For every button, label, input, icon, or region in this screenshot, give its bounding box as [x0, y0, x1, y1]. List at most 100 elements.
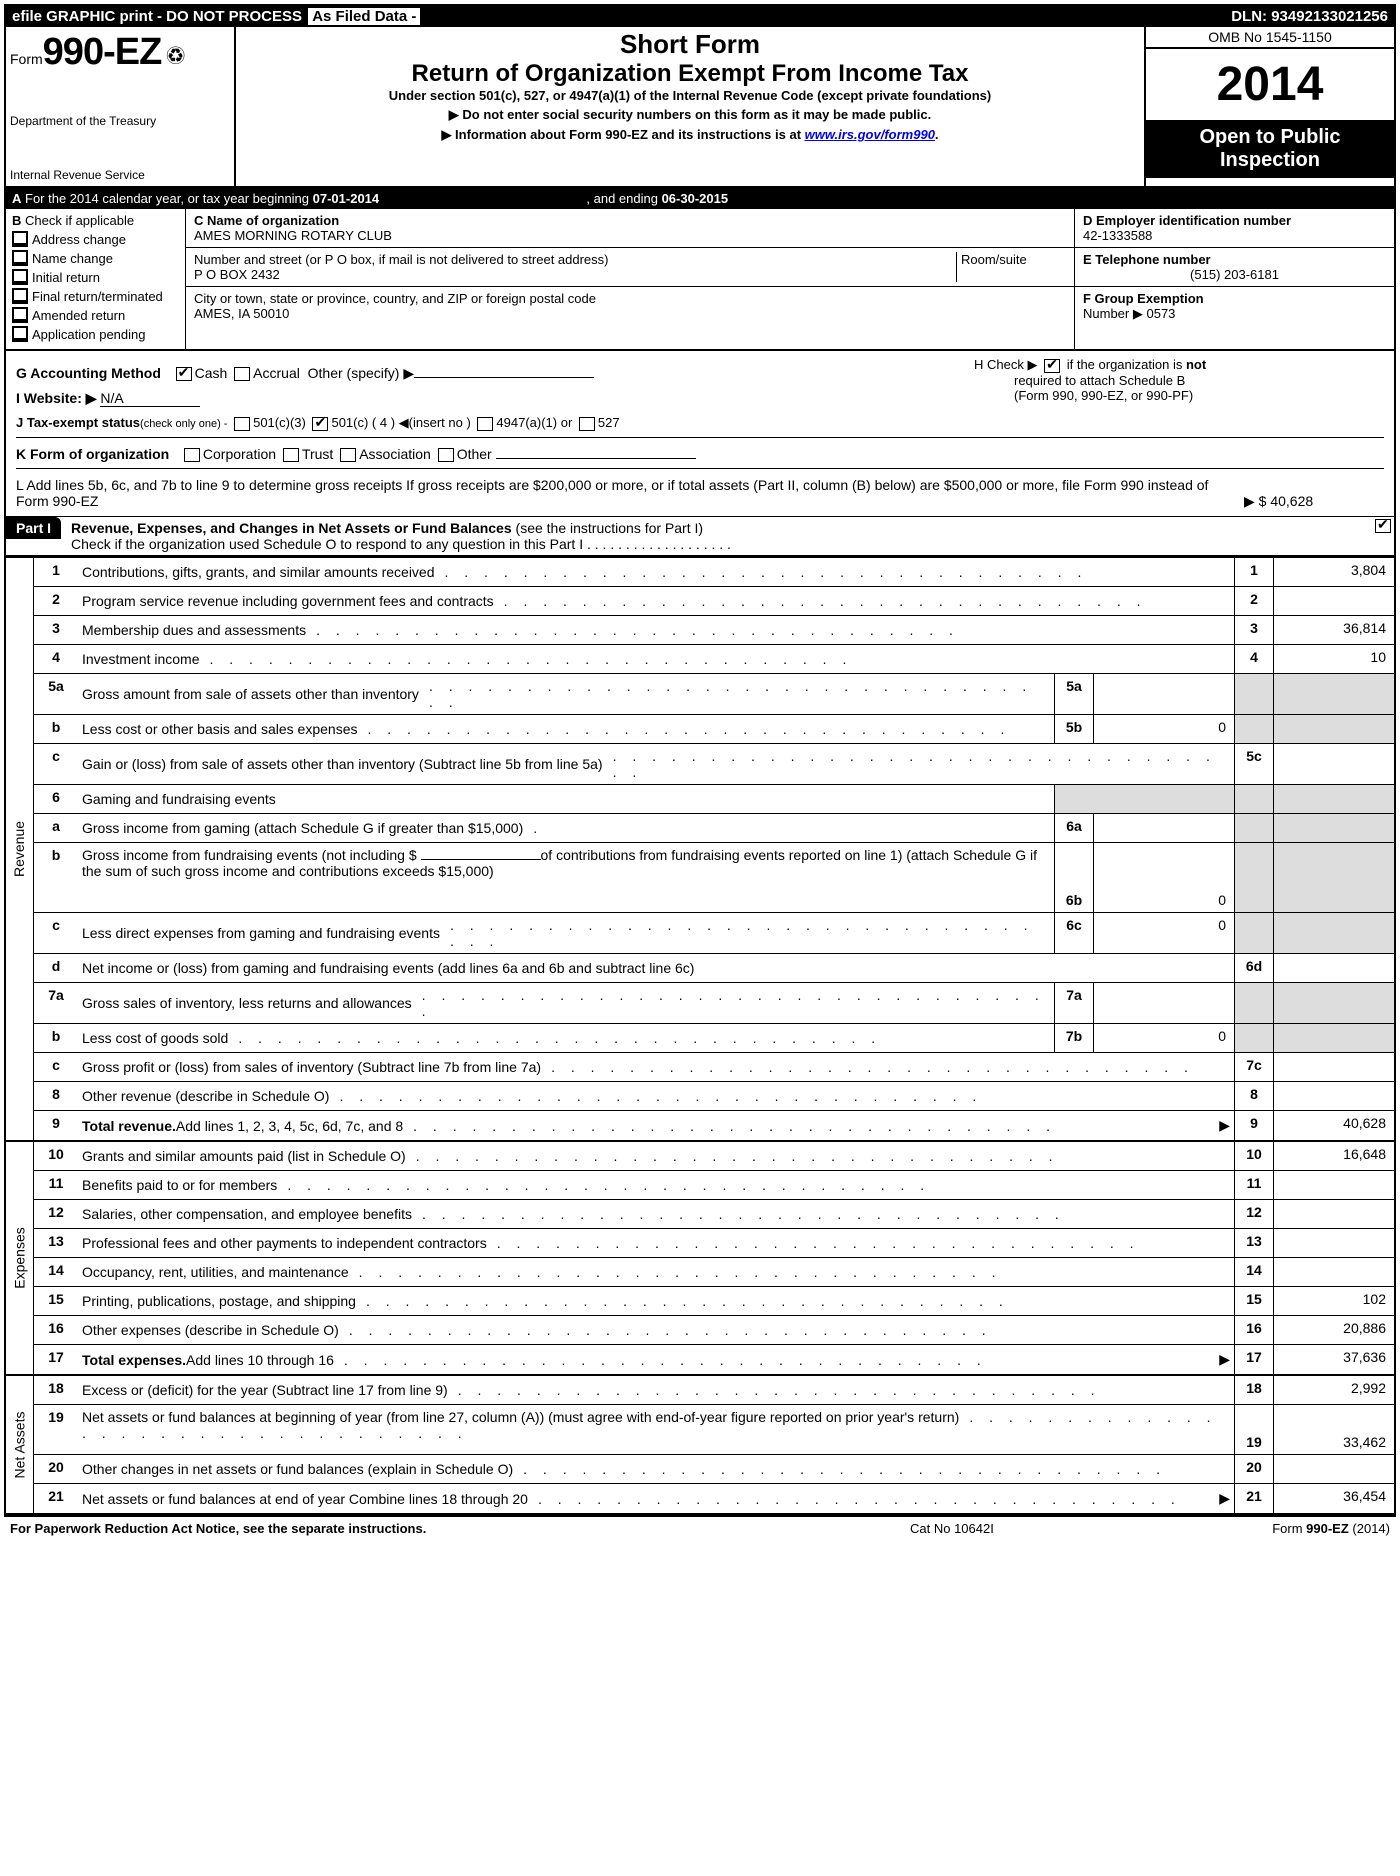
k-other-field[interactable]	[496, 458, 696, 459]
line-19: 19Net assets or fund balances at beginni…	[34, 1405, 1394, 1455]
j-4947-chk[interactable]	[477, 417, 493, 431]
line-6d: dNet income or (loss) from gaming and fu…	[34, 954, 1394, 983]
g-other: Other (specify) ▶	[308, 365, 414, 381]
k-assoc-chk[interactable]	[340, 448, 356, 462]
j-527-chk[interactable]	[579, 417, 595, 431]
a-text2: , and ending	[586, 191, 661, 206]
efile-text: efile GRAPHIC print - DO NOT PROCESS	[12, 8, 302, 25]
b-opt-name[interactable]: Name change	[12, 250, 179, 266]
checkbox-icon	[12, 250, 28, 266]
line-5c: cGain or (loss) from sale of assets othe…	[34, 744, 1394, 785]
line-15: 15Printing, publications, postage, and s…	[34, 1287, 1394, 1316]
expenses-body: 10Grants and similar amounts paid (list …	[34, 1142, 1394, 1374]
f-row: F Group Exemption Number ▶ 0573	[1075, 287, 1394, 326]
col-def: D Employer identification number 42-1333…	[1074, 209, 1394, 349]
a-label: A	[12, 191, 21, 206]
header-left: Form990-EZ ♽ Department of the Treasury …	[6, 27, 236, 186]
revenue-section: Revenue 1Contributions, gifts, grants, a…	[6, 556, 1394, 1140]
footer-left: For Paperwork Reduction Act Notice, see …	[10, 1521, 910, 1536]
b-opt-pending[interactable]: Application pending	[12, 326, 179, 342]
j-label: J Tax-exempt status	[16, 415, 140, 430]
part1-header: Part I Revenue, Expenses, and Changes in…	[6, 517, 1394, 556]
j-501c-chk[interactable]	[312, 417, 328, 431]
asfiled-box: As Filed Data -	[308, 8, 420, 25]
topbar-left: efile GRAPHIC print - DO NOT PROCESS As …	[12, 8, 1231, 25]
col-c: C Name of organization AMES MORNING ROTA…	[186, 209, 1074, 349]
part1-checkbox[interactable]	[1375, 519, 1391, 533]
h-checkbox[interactable]	[1044, 359, 1060, 373]
j-o2: 501(c) ( 4 ) ◀(insert no )	[331, 415, 470, 430]
d-label: D Employer identification number	[1083, 213, 1291, 228]
k-o1: Corporation	[203, 446, 276, 462]
b-opt-amended[interactable]: Amended return	[12, 307, 179, 323]
g-accrual: Accrual	[253, 365, 300, 381]
j-o1: 501(c)(3)	[253, 415, 306, 430]
line-13: 13Professional fees and other payments t…	[34, 1229, 1394, 1258]
header-mid: Short Form Return of Organization Exempt…	[236, 27, 1144, 186]
f-label2: Number ▶	[1083, 306, 1143, 321]
footer-mid: Cat No 10642I	[910, 1521, 1170, 1536]
ein-value: 42-1333588	[1083, 228, 1386, 243]
line-7b: bLess cost of goods sold. . . . . . . . …	[34, 1024, 1394, 1053]
expenses-label: Expenses	[6, 1142, 34, 1374]
k-o4: Other	[457, 446, 492, 462]
line-10: 10Grants and similar amounts paid (list …	[34, 1142, 1394, 1171]
org-name: AMES MORNING ROTARY CLUB	[194, 228, 1066, 243]
k-corp-chk[interactable]	[184, 448, 200, 462]
g-cash-chk[interactable]	[176, 367, 192, 381]
netassets-body: 18Excess or (deficit) for the year (Subt…	[34, 1376, 1394, 1513]
k-other-chk[interactable]	[438, 448, 454, 462]
g-other-field[interactable]	[414, 377, 594, 378]
l-text: L Add lines 5b, 6c, and 7b to line 9 to …	[16, 477, 1244, 510]
section-gl: H Check ▶ if the organization is not req…	[6, 351, 1394, 517]
note2-post: .	[935, 127, 939, 142]
line-7c: cGross profit or (loss) from sales of in…	[34, 1053, 1394, 1082]
h-not: not	[1186, 357, 1206, 372]
e-row: E Telephone number (515) 203-6181	[1075, 248, 1394, 287]
checkbox-icon	[12, 326, 28, 342]
line-6c: cLess direct expenses from gaming and fu…	[34, 913, 1394, 954]
line-6a: aGross income from gaming (attach Schedu…	[34, 814, 1394, 843]
main-title: Return of Organization Exempt From Incom…	[246, 60, 1134, 88]
line-2: 2Program service revenue including gover…	[34, 587, 1394, 616]
revenue-label: Revenue	[6, 558, 34, 1140]
k-trust-chk[interactable]	[283, 448, 299, 462]
b-opt-initial[interactable]: Initial return	[12, 269, 179, 285]
k-label: K Form of organization	[16, 446, 169, 462]
e-label: E Telephone number	[1083, 252, 1211, 267]
checkbox-icon	[12, 288, 28, 304]
b-opt-final[interactable]: Final return/terminated	[12, 288, 179, 304]
line-11: 11Benefits paid to or for members. . . .…	[34, 1171, 1394, 1200]
j-o4: 527	[598, 415, 620, 430]
j-hint: (check only one) -	[140, 418, 227, 430]
line-9: 9Total revenue. Add lines 1, 2, 3, 4, 5c…	[34, 1111, 1394, 1140]
line-16: 16Other expenses (describe in Schedule O…	[34, 1316, 1394, 1345]
group-exemption: 0573	[1146, 306, 1175, 321]
part1-check-line: Check if the organization used Schedule …	[71, 536, 583, 552]
k-o2: Trust	[302, 446, 333, 462]
netassets-section: Net Assets 18Excess or (deficit) for the…	[6, 1374, 1394, 1515]
g-cash: Cash	[195, 365, 228, 381]
h-box: H Check ▶ if the organization is not req…	[974, 357, 1384, 403]
line-6: 6Gaming and fundraising events	[34, 785, 1394, 814]
g-accrual-chk[interactable]	[234, 367, 250, 381]
h-text4: (Form 990, 990-EZ, or 990-PF)	[974, 388, 1193, 403]
phone-value: (515) 203-6181	[1083, 267, 1386, 282]
j-501c3-chk[interactable]	[234, 417, 250, 431]
c-name-label: C Name of organization	[194, 213, 339, 228]
i-label: I Website: ▶	[16, 390, 97, 406]
c-city-row: City or town, state or province, country…	[186, 287, 1074, 325]
open-line2: Inspection	[1152, 149, 1388, 172]
line-21: 21Net assets or fund balances at end of …	[34, 1484, 1394, 1513]
line-4: 4Investment income. . . . . . . . . . . …	[34, 645, 1394, 674]
part1-title: Revenue, Expenses, and Changes in Net As…	[61, 517, 1372, 555]
irs-link[interactable]: www.irs.gov/form990	[805, 127, 935, 142]
checkbox-icon	[12, 269, 28, 285]
a-text1: For the 2014 calendar year, or tax year …	[21, 191, 312, 206]
form-number: 990-EZ	[43, 31, 162, 73]
org-city: AMES, IA 50010	[194, 306, 1066, 321]
open-public: Open to Public Inspection	[1146, 120, 1394, 178]
c-street-row: Number and street (or P O box, if mail i…	[186, 248, 1074, 287]
b-opt-address[interactable]: Address change	[12, 231, 179, 247]
form-prefix: Form	[10, 51, 43, 67]
